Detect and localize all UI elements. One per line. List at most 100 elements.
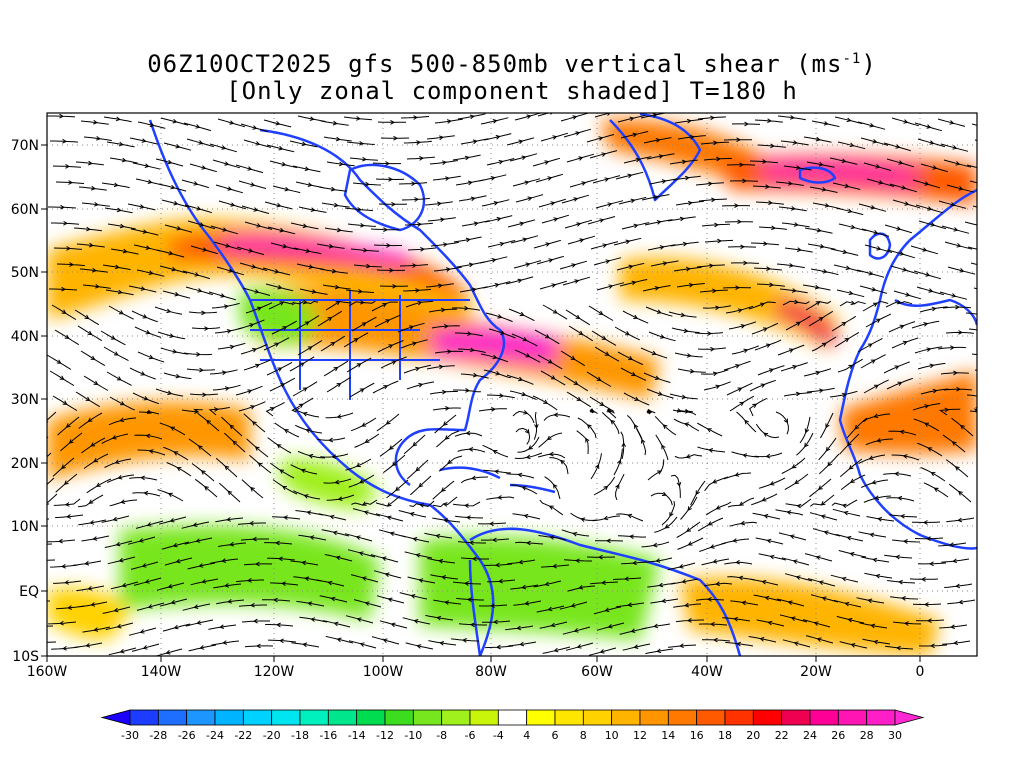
streamline bbox=[262, 267, 291, 276]
streamline-arrow bbox=[578, 584, 584, 590]
streamline-arrow bbox=[113, 351, 119, 356]
streamline-arrow bbox=[986, 289, 990, 293]
streamline-arrow bbox=[488, 521, 494, 527]
streamline-arrow bbox=[494, 562, 500, 568]
streamline-arrow bbox=[121, 582, 127, 588]
x-tick-label: 160W bbox=[27, 664, 68, 680]
streamline-arrow bbox=[656, 648, 662, 654]
streamline-arrow bbox=[254, 561, 260, 567]
streamline-arrow bbox=[655, 138, 661, 143]
streamline-arrow bbox=[763, 241, 769, 246]
streamline bbox=[703, 381, 731, 391]
streamline bbox=[161, 199, 190, 208]
streamline-arrow bbox=[528, 445, 533, 450]
streamline bbox=[344, 533, 373, 542]
streamline bbox=[974, 369, 977, 371]
streamline bbox=[456, 597, 484, 601]
streamline-arrow bbox=[469, 622, 475, 628]
streamline-arrow bbox=[717, 238, 723, 244]
streamline bbox=[48, 206, 77, 209]
streamline bbox=[576, 430, 589, 455]
streamline-arrow bbox=[385, 420, 391, 425]
streamline bbox=[966, 164, 977, 169]
streamline bbox=[856, 597, 885, 604]
streamline bbox=[409, 500, 435, 508]
streamline-arrow bbox=[847, 208, 853, 214]
streamline-arrow bbox=[932, 388, 938, 394]
streamline-arrow bbox=[927, 447, 933, 452]
streamline-arrow bbox=[335, 136, 341, 142]
streamline-arrow bbox=[250, 405, 256, 410]
streamline bbox=[543, 414, 571, 421]
streamline-arrow bbox=[848, 465, 854, 470]
streamline bbox=[53, 247, 83, 250]
streamline bbox=[480, 353, 509, 363]
streamline bbox=[208, 406, 230, 416]
streamline bbox=[103, 346, 129, 362]
streamline-arrow bbox=[712, 559, 718, 564]
streamline bbox=[402, 288, 431, 292]
streamline bbox=[779, 614, 808, 623]
colorbar-label: -14 bbox=[348, 729, 366, 742]
streamline-arrow bbox=[576, 644, 582, 649]
streamline-arrow bbox=[224, 386, 230, 391]
streamline bbox=[883, 142, 912, 152]
streamline-arrow bbox=[419, 503, 425, 508]
streamline-arrow bbox=[786, 510, 792, 515]
streamline bbox=[846, 417, 868, 439]
streamline-arrow bbox=[275, 120, 281, 126]
streamline bbox=[294, 424, 323, 434]
shade-mexico bbox=[280, 459, 380, 510]
streamline-arrow bbox=[199, 222, 205, 227]
streamline-arrow bbox=[468, 262, 474, 268]
streamline-arrow bbox=[85, 643, 91, 648]
streamline bbox=[379, 438, 403, 457]
streamline-arrow bbox=[146, 522, 152, 527]
streamline-arrow bbox=[598, 136, 604, 141]
streamline-arrow bbox=[492, 450, 498, 455]
streamline-arrow bbox=[952, 558, 958, 564]
streamline-arrow bbox=[897, 495, 903, 501]
streamline bbox=[403, 434, 426, 455]
streamline bbox=[861, 556, 890, 563]
streamline-arrow bbox=[627, 602, 633, 608]
streamline-arrow bbox=[247, 389, 253, 394]
streamline bbox=[618, 196, 647, 205]
streamline-arrow bbox=[356, 116, 361, 121]
streamline bbox=[74, 642, 103, 648]
streamline-arrow bbox=[765, 184, 771, 189]
streamline-arrow bbox=[173, 624, 179, 630]
streamline-arrow bbox=[256, 223, 262, 228]
streamline-arrow bbox=[789, 534, 795, 539]
streamline bbox=[197, 412, 220, 432]
streamline bbox=[940, 143, 969, 152]
streamline-arrow bbox=[281, 485, 287, 491]
streamline bbox=[883, 473, 912, 477]
streamline bbox=[289, 140, 318, 148]
colorbar-swatch bbox=[497, 709, 528, 726]
streamline bbox=[783, 165, 812, 171]
streamline-arrow bbox=[413, 619, 419, 624]
streamline bbox=[51, 646, 80, 650]
streamline bbox=[620, 367, 647, 381]
streamline-arrow bbox=[492, 619, 498, 625]
streamline bbox=[101, 182, 130, 189]
streamline-arrow bbox=[36, 444, 40, 448]
streamline bbox=[50, 140, 79, 143]
streamline bbox=[134, 434, 163, 440]
streamline bbox=[512, 513, 541, 520]
streamline bbox=[405, 300, 434, 308]
streamline bbox=[451, 638, 480, 642]
x-tick-label: 40W bbox=[691, 664, 723, 680]
streamline-arrow bbox=[902, 454, 908, 459]
streamline-arrow bbox=[441, 575, 447, 580]
streamline-arrow bbox=[90, 355, 96, 360]
streamline-arrow bbox=[274, 268, 280, 274]
streamline bbox=[567, 235, 596, 245]
streamline bbox=[623, 392, 650, 406]
streamline bbox=[60, 432, 83, 452]
streamline-arrow bbox=[576, 396, 582, 401]
streamline-arrow bbox=[683, 328, 689, 334]
streamline-arrow bbox=[711, 197, 716, 203]
streamline bbox=[775, 411, 789, 435]
